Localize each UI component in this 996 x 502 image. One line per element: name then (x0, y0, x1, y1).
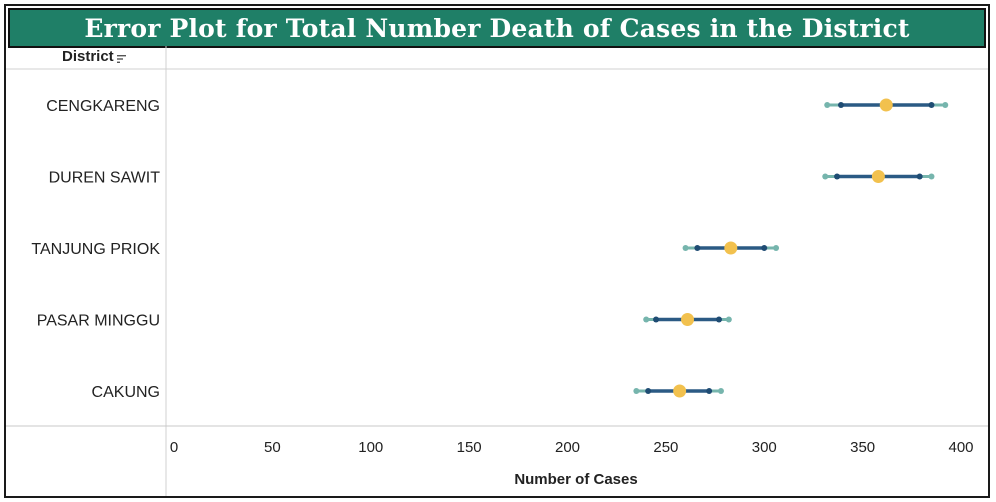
outer-high-point (725, 316, 732, 323)
outer-high-point (717, 388, 724, 394)
inner-high-point (715, 316, 722, 323)
inner-low-point (694, 245, 701, 251)
outer-high-point (773, 245, 780, 251)
inner-low-point (653, 316, 660, 323)
sort-descending-icon[interactable] (116, 54, 127, 64)
outer-low-point (643, 316, 650, 323)
x-tick-label: 150 (457, 439, 482, 456)
outer-low-point (633, 388, 640, 394)
category-label: DUREN SAWIT (49, 170, 161, 187)
district-column-header[interactable]: District (62, 48, 127, 65)
x-tick-label: 350 (850, 439, 875, 456)
inner-high-point (761, 245, 768, 251)
outer-low-point (824, 102, 831, 108)
center-point (871, 170, 885, 183)
x-tick-label: 100 (358, 439, 383, 456)
center-point (673, 384, 687, 398)
inner-high-point (928, 102, 935, 108)
outer-high-point (942, 102, 949, 108)
district-header-label: District (62, 48, 114, 65)
chart-frame: Error Plot for Total Number Death of Cas… (4, 4, 990, 498)
center-point (879, 98, 893, 112)
category-label: PASAR MINGGU (37, 313, 160, 330)
chart-title: Error Plot for Total Number Death of Cas… (84, 13, 910, 43)
outer-high-point (928, 173, 935, 180)
x-tick-label: 400 (948, 439, 973, 456)
center-point (724, 241, 738, 255)
inner-high-point (706, 388, 713, 394)
x-tick-label: 300 (752, 439, 777, 456)
x-tick-label: 0 (170, 439, 178, 456)
outer-low-point (822, 173, 829, 180)
category-label: CENGKARENG (46, 98, 160, 115)
title-bar: Error Plot for Total Number Death of Cas… (8, 8, 986, 48)
x-tick-label: 250 (653, 439, 678, 456)
inner-low-point (645, 388, 652, 394)
x-tick-label: 200 (555, 439, 580, 456)
x-axis-title: Number of Cases (514, 471, 637, 488)
inner-high-point (916, 173, 923, 180)
inner-low-point (837, 102, 844, 108)
inner-low-point (834, 173, 841, 180)
center-point (681, 313, 695, 326)
category-label: TANJUNG PRIOK (31, 241, 160, 258)
category-label: CAKUNG (92, 384, 160, 401)
outer-low-point (682, 245, 689, 251)
x-tick-label: 50 (264, 439, 281, 456)
